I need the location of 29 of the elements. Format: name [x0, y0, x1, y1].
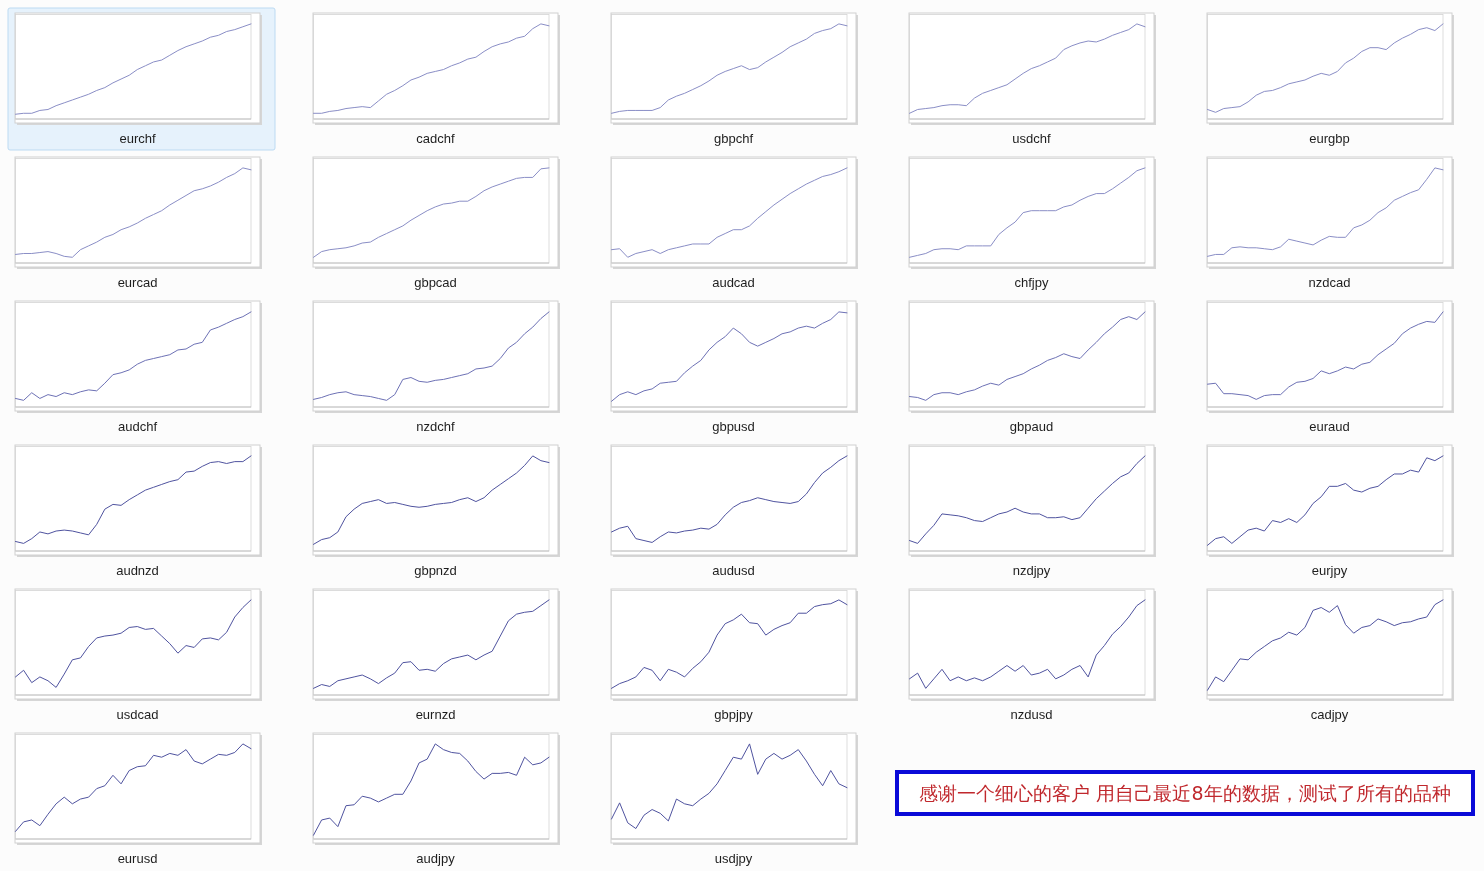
text: usdchf [1012, 131, 1052, 146]
text: cadchf [416, 131, 456, 146]
text: gbpusd [712, 419, 755, 434]
text: eurcad [117, 275, 158, 290]
text: nzdjpy [1012, 563, 1051, 578]
text: gbpcad [414, 275, 457, 290]
text: gbpnzd [414, 563, 457, 578]
text: nzdcad [1308, 275, 1351, 290]
text: eurusd [117, 851, 158, 866]
text: eurjpy [1311, 563, 1348, 578]
text: audchf [117, 419, 158, 434]
text: nzdusd [1010, 707, 1053, 722]
text: cadjpy [1310, 707, 1349, 722]
text: gbpaud [1009, 419, 1054, 434]
text: euraud [1309, 419, 1350, 434]
text: audcad [712, 275, 755, 290]
text: usdjpy [714, 851, 753, 866]
text: chfjpy [1014, 275, 1049, 290]
text: audusd [712, 563, 755, 578]
text: eurgbp [1309, 131, 1350, 146]
text: gbpchf [713, 131, 754, 146]
text: gbpjpy [714, 707, 754, 722]
text: eurnzd [415, 707, 456, 722]
text: audnzd [116, 563, 159, 578]
text: 感谢一个细心的客户 用自己最近8年的数据，测试了所有的品种 [919, 782, 1451, 804]
text: audjpy [416, 851, 456, 866]
text: eurchf [119, 131, 156, 146]
text: usdcad [116, 707, 159, 722]
text: nzdchf [416, 419, 456, 434]
